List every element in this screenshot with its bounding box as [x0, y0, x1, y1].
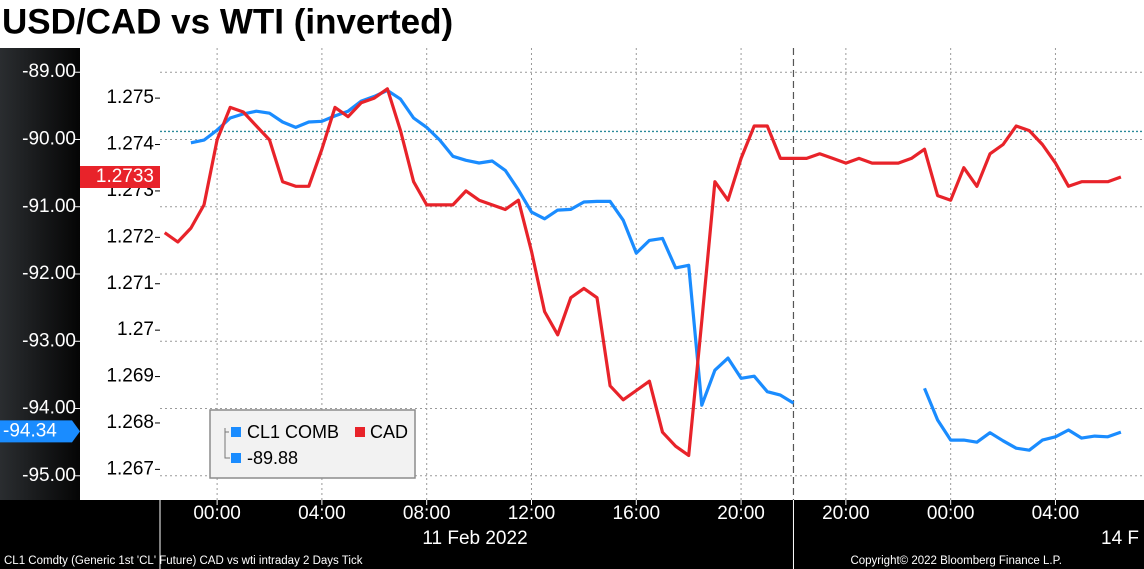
x-tick-label: 04:00	[1032, 503, 1080, 524]
y2-tick-label: 1.272	[106, 226, 154, 247]
date-label: 14 F	[1101, 528, 1139, 549]
legend-connector	[224, 428, 230, 459]
y-tick-label: -91.00	[22, 196, 76, 217]
legend-box	[209, 409, 416, 479]
series-line	[163, 87, 1122, 457]
y-tick-label: -90.00	[22, 128, 76, 149]
x-tick-label: 12:00	[508, 503, 556, 524]
y2-tick-label: 1.267	[106, 458, 154, 479]
legend-label: CL1 COMB	[247, 422, 339, 442]
x-tick-label: 04:00	[298, 503, 346, 524]
x-tick-label: 20:00	[717, 503, 765, 524]
y-tick-label: -89.00	[22, 61, 76, 82]
y2-tick-label: 1.271	[106, 273, 154, 294]
y2-tick-label: 1.275	[106, 87, 154, 108]
y-tick-label: -93.00	[22, 330, 76, 351]
legend-swatch	[231, 453, 241, 463]
plot	[163, 87, 1122, 457]
footer-right: Copyright© 2022 Bloomberg Finance L.P.	[850, 555, 1062, 567]
last-value-badge	[0, 420, 80, 443]
x-tick-label: 16:00	[613, 503, 661, 524]
y-tick-label: -92.00	[22, 263, 76, 284]
x-tick-label: 08:00	[403, 503, 451, 524]
legend-swatch	[355, 427, 365, 437]
legend-label: CAD	[370, 422, 408, 442]
last-value-label: -94.34	[3, 420, 57, 441]
legend: CL1 COMB CAD -89.88	[209, 409, 416, 479]
y2-tick-label: 1.27	[117, 319, 154, 340]
x-tick-label: 20:00	[822, 503, 870, 524]
legend-value: -89.88	[247, 448, 298, 468]
date-label: 11 Feb 2022	[422, 528, 527, 549]
y2-tick-label: 1.274	[106, 134, 154, 155]
x-tick-label: 00:00	[927, 503, 975, 524]
y-tick-label: -94.00	[22, 398, 76, 419]
last-value-label: 1.2733	[96, 166, 154, 187]
legend-swatch	[231, 427, 241, 437]
bottom-axis-panel	[0, 500, 1144, 569]
footer-left: CL1 Comdty (Generic 1st 'CL' Future) CAD…	[4, 555, 363, 567]
y-tick-label: -95.00	[22, 465, 76, 486]
chart-title: USD/CAD vs WTI (inverted)	[2, 2, 453, 41]
x-tick-label: 00:00	[193, 503, 241, 524]
y2-tick-label: 1.268	[106, 412, 154, 433]
y2-tick-label: 1.269	[106, 366, 154, 387]
last-value-badge	[80, 166, 160, 189]
series-line	[190, 88, 1122, 452]
